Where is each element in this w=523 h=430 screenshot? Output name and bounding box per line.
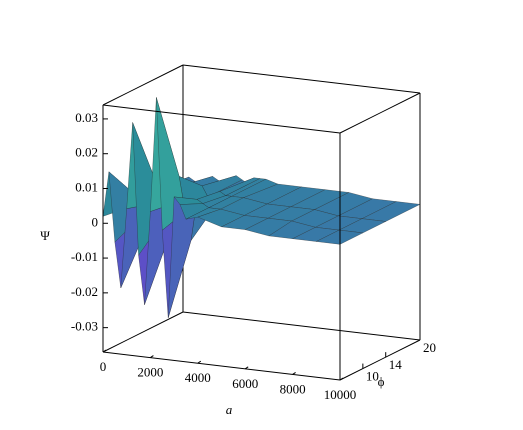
x-tick — [150, 355, 154, 359]
axes-box — [102, 64, 421, 353]
x-tick-label: 10000 — [324, 387, 357, 402]
x-tick — [292, 371, 296, 375]
box-edge — [102, 311, 184, 353]
box-edge — [182, 64, 421, 94]
z-tick-label: 0.01 — [75, 179, 98, 194]
z-tick-label: -0.03 — [71, 319, 98, 334]
z-tick-label: -0.01 — [71, 249, 98, 264]
phi-tick-label: 14 — [389, 357, 403, 372]
box-edge — [102, 64, 184, 106]
x-tick-label: 4000 — [185, 370, 211, 385]
box-edge — [182, 311, 421, 341]
x-tick — [339, 377, 344, 381]
x-tick — [102, 349, 107, 353]
x-tick-label: 8000 — [280, 381, 306, 396]
x-tick-label: 0 — [100, 359, 107, 374]
box-edge — [339, 339, 421, 381]
axes-front: 0 2000 4000 6000 8000 10000 -0.03 -0.02 -0.01 0 0.… — [71, 104, 436, 402]
z-tick-label: 0.02 — [75, 145, 98, 160]
surface — [102, 97, 421, 319]
z-tick-label: -0.02 — [71, 284, 98, 299]
phi-tick-label: 20 — [423, 340, 436, 355]
phi-axis-label: ϕ — [378, 374, 385, 389]
z-axis-label: Ψ — [40, 228, 50, 243]
z-tick-label: 0.03 — [75, 110, 98, 125]
phi-tick-label: 10 — [366, 369, 379, 384]
box-edge — [339, 92, 421, 134]
x-tick-label: 6000 — [232, 376, 258, 391]
box-edge — [102, 104, 341, 134]
box-edge — [102, 351, 341, 381]
z-tick-label: 0 — [92, 214, 99, 229]
x-tick-label: 2000 — [137, 365, 163, 380]
x-tick — [244, 366, 249, 370]
caption: a — [226, 402, 233, 417]
x-tick — [197, 360, 202, 364]
